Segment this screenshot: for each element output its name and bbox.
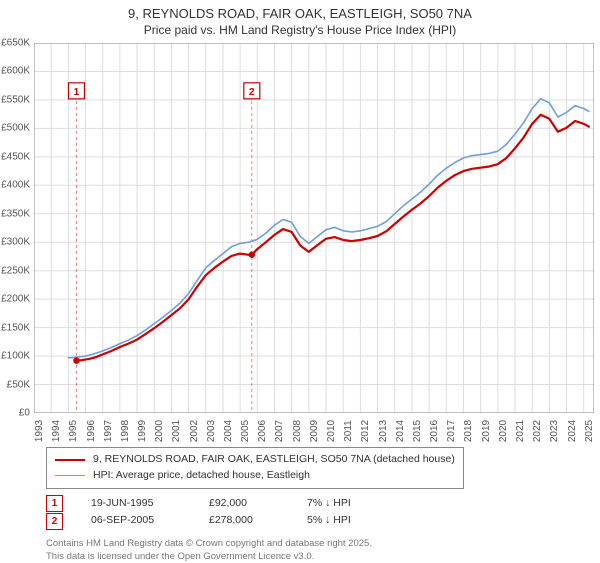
x-axis-label: 2009 xyxy=(309,420,320,442)
legend-item: 9, REYNOLDS ROAD, FAIR OAK, EASTLEIGH, S… xyxy=(55,452,455,468)
y-axis-label: £100K xyxy=(1,351,34,362)
svg-text:1: 1 xyxy=(74,87,80,98)
sale-row: 1 19-JUN-1995 £92,000 7% ↓ HPI xyxy=(46,495,590,513)
legend-item: HPI: Average price, detached house, East… xyxy=(55,468,455,484)
x-axis-label: 2007 xyxy=(274,420,285,442)
y-axis-label: £50K xyxy=(7,379,34,390)
sale-date: 06-SEP-2005 xyxy=(91,512,181,530)
y-axis-label: £650K xyxy=(1,38,34,49)
x-axis-label: 2004 xyxy=(223,420,234,442)
x-axis-label: 1993 xyxy=(34,420,45,442)
legend-label: HPI: Average price, detached house, East… xyxy=(93,468,310,484)
x-axis-label: 1994 xyxy=(51,420,62,442)
x-axis-label: 2000 xyxy=(154,420,165,442)
footnote-line2: This data is licensed under the Open Gov… xyxy=(46,551,590,563)
x-axis-label: 1996 xyxy=(86,420,97,442)
x-axis-label: 2020 xyxy=(498,420,509,442)
x-axis-label: 2022 xyxy=(532,420,543,442)
x-axis-label: 2006 xyxy=(257,420,268,442)
x-axis-label: 1995 xyxy=(68,420,79,442)
y-axis-label: £550K xyxy=(1,94,34,105)
y-axis-label: £600K xyxy=(1,66,34,77)
x-axis-label: 2010 xyxy=(326,420,337,442)
x-axis-label: 2025 xyxy=(584,420,595,442)
sale-row: 2 06-SEP-2005 £278,000 5% ↓ HPI xyxy=(46,512,590,530)
sales-table: 1 19-JUN-1995 £92,000 7% ↓ HPI 2 06-SEP-2005 £… xyxy=(46,495,590,531)
sale-price: £92,000 xyxy=(209,495,279,513)
chart-title-line2: Price paid vs. HM Land Registry's House … xyxy=(0,23,600,43)
y-axis-label: £300K xyxy=(1,237,34,248)
x-axis-label: 2005 xyxy=(240,420,251,442)
sale-marker-box: 1 xyxy=(46,495,63,512)
x-axis-label: 2016 xyxy=(429,420,440,442)
x-axis-label: 1999 xyxy=(137,420,148,442)
x-axis-label: 2008 xyxy=(292,420,303,442)
chart-title-line1: 9, REYNOLDS ROAD, FAIR OAK, EASTLEIGH, S… xyxy=(0,0,600,23)
footnote: Contains HM Land Registry data © Crown c… xyxy=(46,538,590,563)
x-axis-label: 2021 xyxy=(515,420,526,442)
sale-price: £278,000 xyxy=(209,512,279,530)
svg-text:2: 2 xyxy=(249,87,255,98)
y-axis-label: £200K xyxy=(1,294,34,305)
x-axis-label: 1998 xyxy=(120,420,131,442)
sale-marker-box: 2 xyxy=(46,513,63,530)
legend: 9, REYNOLDS ROAD, FAIR OAK, EASTLEIGH, S… xyxy=(46,447,464,489)
x-axis-label: 1997 xyxy=(103,420,114,442)
x-axis-label: 2018 xyxy=(463,420,474,442)
footnote-line1: Contains HM Land Registry data © Crown c… xyxy=(46,538,590,550)
chart-area: 12 £0£50K£100K£150K£200K£250K£300K£350K£… xyxy=(34,43,594,413)
legend-swatch xyxy=(55,475,85,477)
x-axis-label: 2011 xyxy=(343,420,354,442)
sale-delta: 5% ↓ HPI xyxy=(307,512,387,530)
x-axis-label: 2014 xyxy=(395,420,406,442)
x-axis-label: 2015 xyxy=(412,420,423,442)
legend-label: 9, REYNOLDS ROAD, FAIR OAK, EASTLEIGH, S… xyxy=(93,452,455,468)
sale-delta: 7% ↓ HPI xyxy=(307,495,387,513)
x-axis-label: 2024 xyxy=(567,420,578,442)
y-axis-label: £400K xyxy=(1,180,34,191)
x-axis-label: 2001 xyxy=(171,420,182,442)
y-axis-label: £150K xyxy=(1,322,34,333)
x-axis-label: 2017 xyxy=(446,420,457,442)
x-axis-label: 2012 xyxy=(360,420,371,442)
y-axis-label: £0 xyxy=(19,408,34,419)
sale-date: 19-JUN-1995 xyxy=(91,495,181,513)
x-axis-label: 2019 xyxy=(481,420,492,442)
legend-swatch xyxy=(55,459,85,461)
x-axis-label: 2013 xyxy=(378,420,389,442)
x-axis-label: 2023 xyxy=(549,420,560,442)
x-axis-label: 2002 xyxy=(189,420,200,442)
y-axis-label: £350K xyxy=(1,208,34,219)
y-axis-label: £500K xyxy=(1,123,34,134)
y-axis-label: £450K xyxy=(1,151,34,162)
y-axis-label: £250K xyxy=(1,265,34,276)
line-chart-svg: 12 xyxy=(34,43,594,413)
x-axis-label: 2003 xyxy=(206,420,217,442)
